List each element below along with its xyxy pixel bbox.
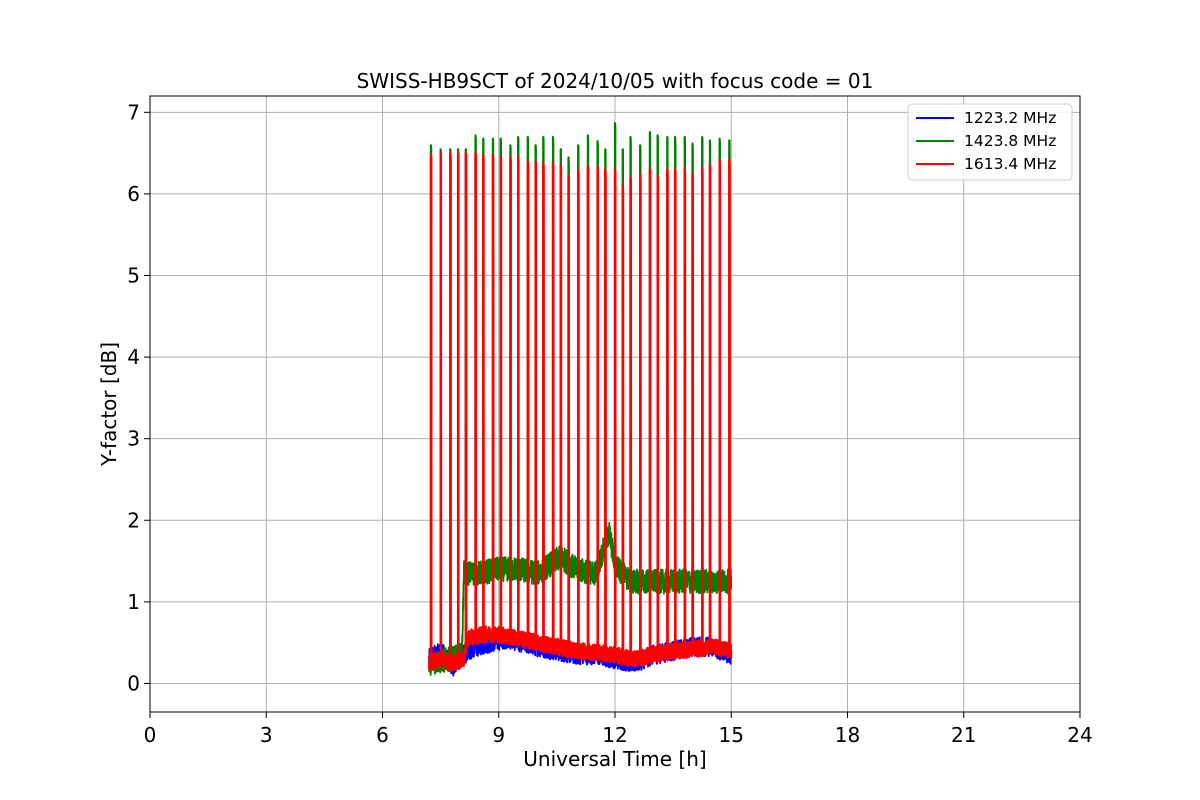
y-tick-label: 6 [127,182,140,206]
legend-label: 1613.4 MHz [964,155,1056,173]
x-tick-label: 21 [951,723,976,747]
x-tick-label: 24 [1067,723,1092,747]
x-tick-label: 0 [144,723,157,747]
y-tick-label: 7 [127,100,140,124]
chart-title: SWISS-HB9SCT of 2024/10/05 with focus co… [357,69,874,93]
y-tick-label: 2 [127,508,140,532]
y-tick-label: 1 [127,590,140,614]
x-tick-label: 9 [492,723,505,747]
series-line [427,152,733,672]
x-tick-label: 6 [376,723,389,747]
series-line [428,122,733,676]
x-axis-label: Universal Time [h] [523,747,706,771]
legend-label: 1423.8 MHz [964,132,1056,150]
x-tick-label: 12 [602,723,627,747]
y-tick-label: 3 [127,427,140,451]
legend-label: 1223.2 MHz [964,109,1056,127]
series-1613-4-mhz [427,152,733,672]
legend-box [907,103,1073,181]
x-tick-label: 15 [719,723,744,747]
x-tick-label: 3 [260,723,273,747]
y-tick-label: 4 [127,345,140,369]
y-tick-label: 0 [127,671,140,695]
y-tick-label: 5 [127,263,140,287]
legend: 1223.2 MHz 1423.8 MHz 1613.4 MHz [907,103,1073,181]
y-axis-label: Y-factor [dB] [97,342,121,467]
plot-area [427,122,733,677]
x-tick-label: 18 [835,723,860,747]
